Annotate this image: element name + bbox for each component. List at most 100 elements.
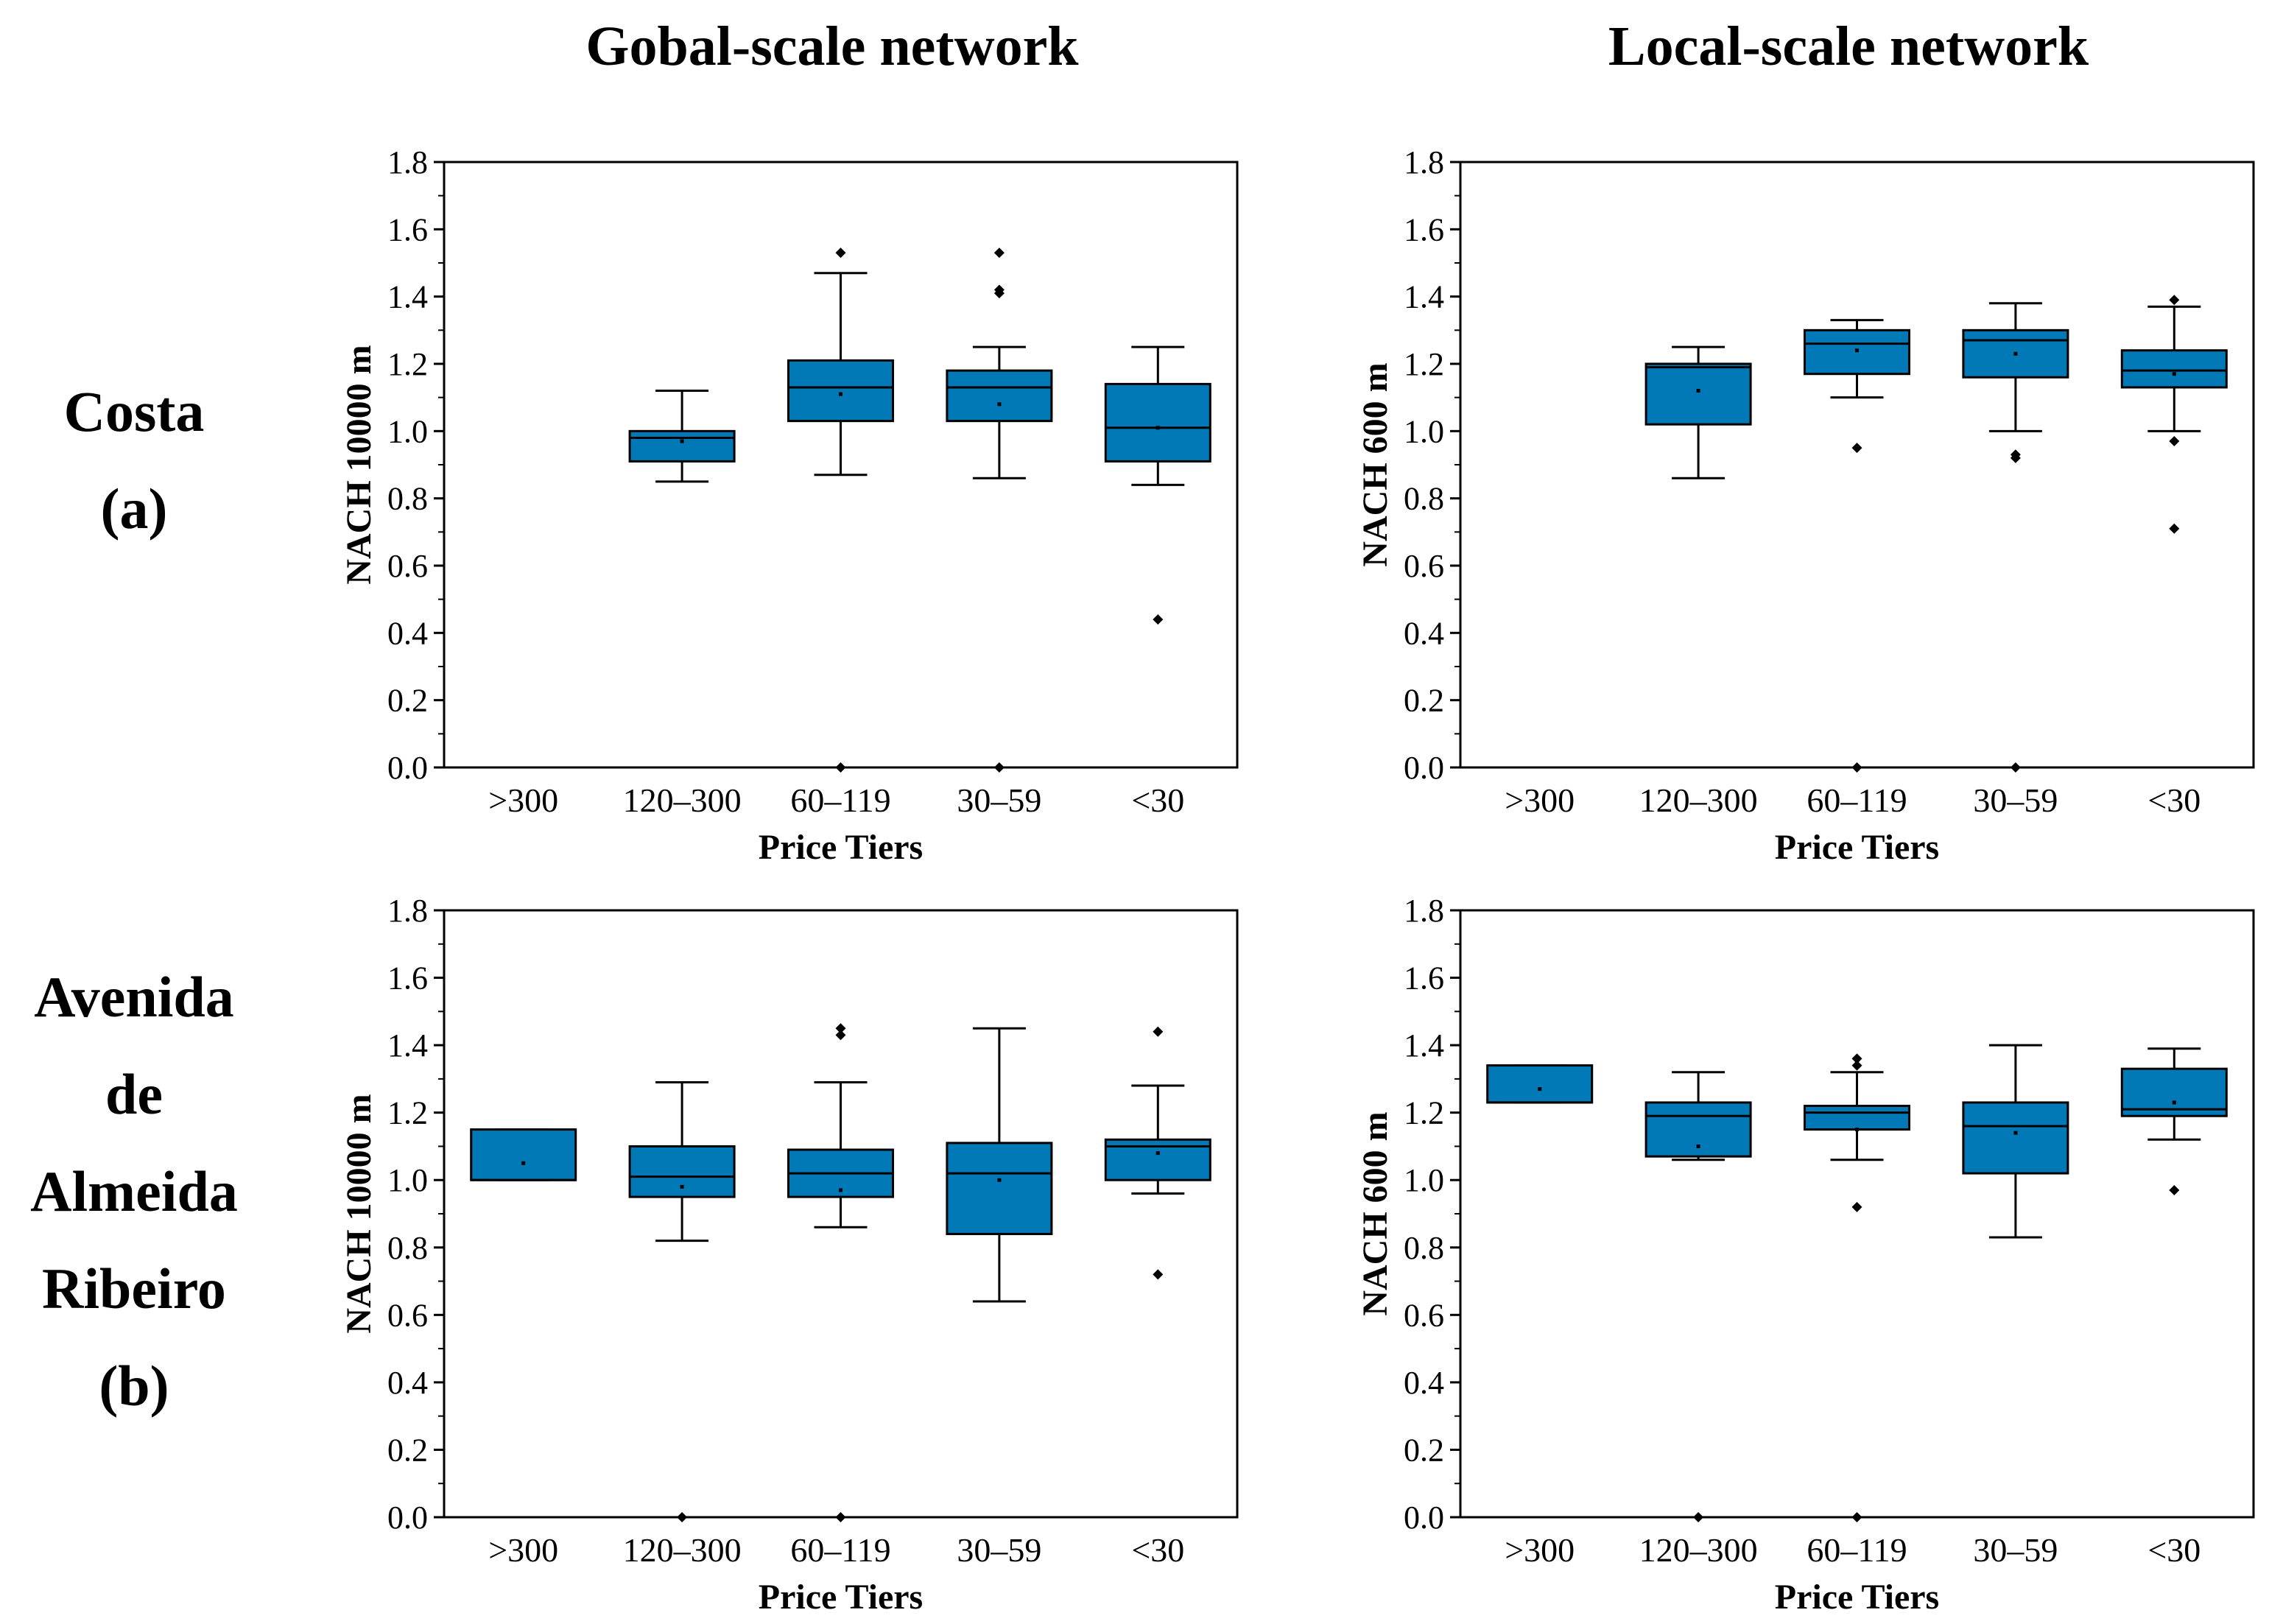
outlier-point xyxy=(1851,1053,1862,1064)
box-body xyxy=(470,1128,577,1181)
box-3 xyxy=(787,1023,894,1522)
y-tick-label: 1.0 xyxy=(387,1162,428,1198)
y-tick-label: 0.2 xyxy=(1404,683,1444,719)
mean-marker xyxy=(1538,1087,1542,1092)
mean-marker xyxy=(2172,1100,2176,1105)
outlier-point xyxy=(1851,443,1862,454)
x-tick-label: 60–119 xyxy=(790,781,890,819)
outlier-point xyxy=(835,247,846,259)
box-body xyxy=(628,429,736,463)
column-title-local: Local-scale network xyxy=(1608,15,2089,77)
y-tick-label: 0.4 xyxy=(387,615,428,651)
box-body xyxy=(946,1142,1053,1235)
box-body xyxy=(1104,382,1211,463)
box-5 xyxy=(2120,1047,2228,1195)
outlier-point xyxy=(1693,1512,1704,1522)
y-tick-label: 1.4 xyxy=(1404,1027,1444,1064)
box-3 xyxy=(787,247,894,773)
x-tick-label: 60–119 xyxy=(790,1531,890,1569)
outlier-point xyxy=(2169,436,2180,447)
x-axis-title: Price Tiers xyxy=(1775,1578,1939,1617)
x-tick-label: 30–59 xyxy=(1973,1531,2058,1569)
outlier-point xyxy=(993,762,1005,773)
box-body xyxy=(1804,1105,1910,1131)
row-label-avenida: Avenida de Almeida Ribeiro (b) xyxy=(30,949,238,1435)
y-tick-label: 1.4 xyxy=(387,279,428,315)
outlier-point xyxy=(993,247,1005,259)
mean-marker xyxy=(2172,372,2176,376)
outlier-point xyxy=(1851,1060,1862,1071)
y-tick-label: 1.6 xyxy=(387,960,428,996)
x-tick-label: 120–300 xyxy=(623,1531,742,1569)
y-tick-label: 1.4 xyxy=(387,1027,428,1064)
outlier-point xyxy=(835,1030,846,1041)
outlier-point xyxy=(2169,523,2180,534)
y-tick-label: 0.2 xyxy=(387,1432,428,1468)
mean-marker xyxy=(1855,1128,1859,1132)
mean-marker xyxy=(997,402,1002,407)
box-5 xyxy=(1104,345,1211,625)
y-tick-label: 0.4 xyxy=(1404,615,1444,651)
y-tick-label: 0.0 xyxy=(1404,750,1444,786)
y-tick-label: 1.0 xyxy=(387,413,428,449)
box-body xyxy=(2120,1067,2228,1117)
y-axis-title: NACH 600 m xyxy=(1356,1111,1395,1315)
row-label-line: (a) xyxy=(100,477,168,541)
outlier-point xyxy=(1153,1269,1164,1280)
x-axis-title: Price Tiers xyxy=(1775,828,1939,867)
y-tick-label: 0.8 xyxy=(1404,481,1444,517)
row-label-line: Almeida xyxy=(30,1159,238,1223)
x-tick-label: 60–119 xyxy=(1807,781,1907,819)
row-label-line: de xyxy=(105,1062,163,1126)
mean-marker xyxy=(2013,351,2018,356)
mean-marker xyxy=(1696,1144,1700,1148)
box-body xyxy=(787,359,894,423)
x-tick-label: >300 xyxy=(488,781,558,819)
row-label-line: Avenida xyxy=(34,965,234,1029)
x-tick-label: <30 xyxy=(1131,781,1184,819)
y-tick-label: 1.2 xyxy=(387,346,428,382)
x-tick-label: 120–300 xyxy=(1639,781,1758,819)
box-1 xyxy=(470,1128,577,1181)
outlier-point xyxy=(1153,1026,1164,1037)
mean-marker xyxy=(1155,1151,1160,1156)
y-tick-label: 0.8 xyxy=(387,1230,428,1266)
y-tick-label: 0.0 xyxy=(387,1500,428,1536)
x-tick-label: >300 xyxy=(488,1531,558,1569)
outlier-point xyxy=(2010,762,2021,773)
outlier-point xyxy=(835,1023,846,1034)
y-tick-label: 1.6 xyxy=(387,211,428,247)
row-label-line: Ribeiro xyxy=(42,1256,226,1321)
x-tick-label: 30–59 xyxy=(957,781,1041,819)
y-tick-label: 1.2 xyxy=(387,1095,428,1131)
x-axis-title: Price Tiers xyxy=(759,828,923,867)
plot-frame xyxy=(1459,909,2255,1519)
box-plot-panel-2: 0.0 0.2 0.4 0.6 0.8 1.0 1.2 1.4 1.6 1.8 >300 120–30… xyxy=(1356,144,2255,867)
outlier-point xyxy=(1153,614,1164,625)
y-tick-label: 0.8 xyxy=(1404,1230,1444,1266)
box-2 xyxy=(628,1080,736,1522)
x-tick-label: <30 xyxy=(2147,1531,2201,1569)
box-2 xyxy=(628,390,736,483)
y-axis-title: NACH 10000 m xyxy=(340,345,379,584)
box-body xyxy=(946,369,1053,423)
y-tick-label: 0.2 xyxy=(387,683,428,719)
y-tick-label: 1.8 xyxy=(1404,144,1444,180)
outlier-point xyxy=(2010,452,2021,463)
mean-marker xyxy=(839,1188,842,1192)
x-tick-label: 30–59 xyxy=(957,1531,1041,1569)
x-tick-label: <30 xyxy=(2147,781,2201,819)
y-tick-label: 1.4 xyxy=(1404,279,1444,315)
y-tick-label: 0.6 xyxy=(1404,548,1444,584)
box-5 xyxy=(2120,295,2228,534)
y-tick-label: 1.0 xyxy=(1404,413,1444,449)
box-4 xyxy=(1962,302,2069,773)
row-label-line: (b) xyxy=(99,1354,169,1418)
x-tick-label: 60–119 xyxy=(1807,1531,1907,1569)
box-plot-panel-3: 0.0 0.2 0.4 0.6 0.8 1.0 1.2 1.4 1.6 1.8 >300 120–30… xyxy=(340,893,1239,1617)
outlier-point xyxy=(2169,295,2180,306)
y-tick-label: 0.0 xyxy=(1404,1500,1444,1536)
x-tick-label: >300 xyxy=(1505,781,1575,819)
mean-marker xyxy=(1155,426,1160,430)
